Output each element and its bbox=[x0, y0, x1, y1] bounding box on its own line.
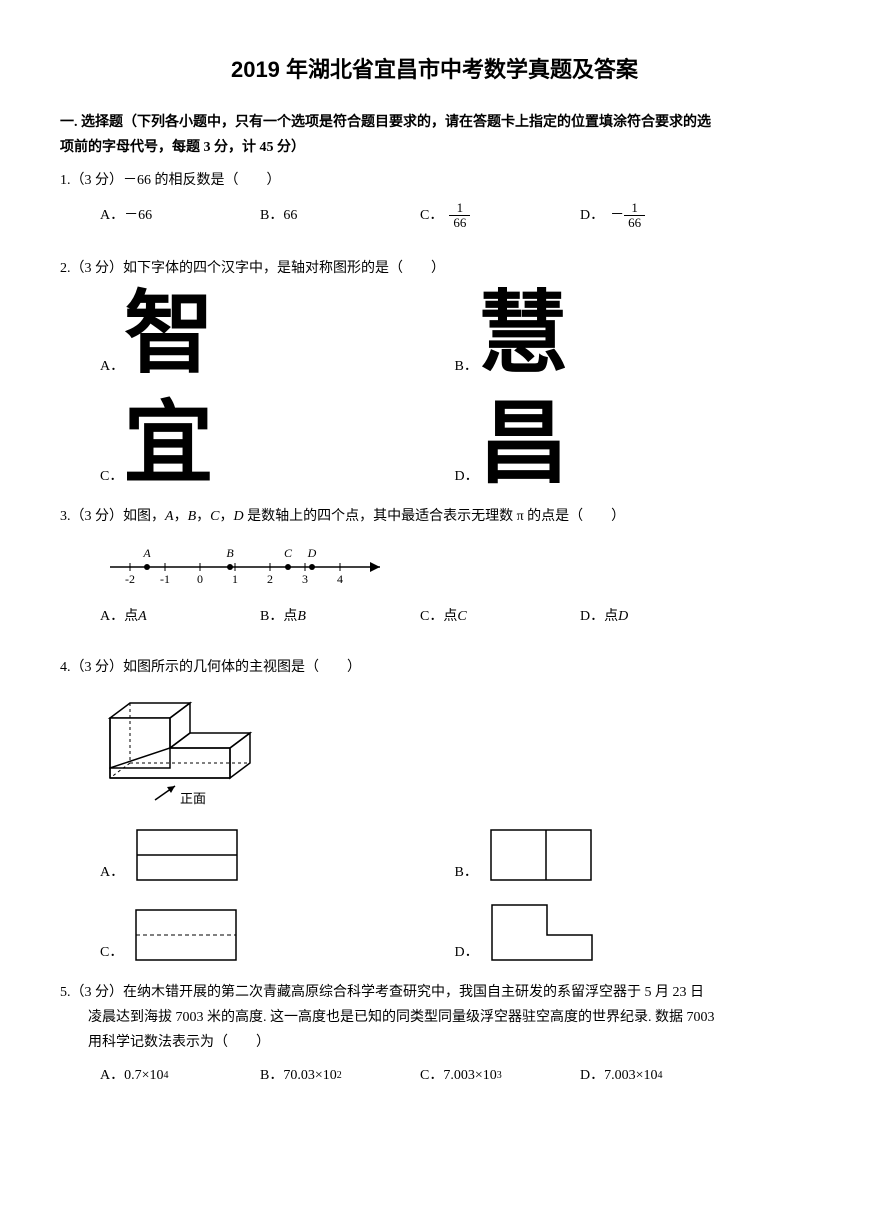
q5-d-exp: 4 bbox=[658, 1067, 663, 1085]
svg-text:B: B bbox=[226, 546, 234, 560]
q4-text: 4.（3 分）如图所示的几何体的主视图是（ ） bbox=[60, 655, 809, 680]
q5-d: D．7.003×10 bbox=[580, 1063, 658, 1088]
q3-c-letter: C bbox=[457, 604, 466, 629]
q2-options: A． 智 B． 慧 C． 宜 D． 昌 bbox=[60, 289, 809, 489]
q5-a-exp: 4 bbox=[164, 1067, 169, 1085]
q5-line1: 5.（3 分）在纳木错开展的第二次青藏高原综合科学考查研究中，我国自主研发的系留… bbox=[60, 985, 704, 1000]
q3-option-c: C．点 C bbox=[420, 604, 580, 629]
q4-solid: 正面 bbox=[60, 688, 809, 817]
q1-d-num: 1 bbox=[627, 201, 642, 215]
q5-b: B．70.03×10 bbox=[260, 1063, 337, 1088]
q3-d-text: D．点 bbox=[580, 604, 618, 629]
q2-option-c: C． 宜 bbox=[100, 399, 455, 489]
q3-d-letter: D bbox=[618, 604, 628, 629]
q1-c-den: 66 bbox=[449, 215, 470, 230]
q1-d-den: 66 bbox=[624, 215, 645, 230]
q3-number-line: -2 -1 0 1 2 3 4 A B C bbox=[60, 537, 809, 596]
q3-option-a: A．点 A bbox=[100, 604, 260, 629]
section-intro: 一. 选择题（下列各小题中，只有一个选项是符合题目要求的，请在答题卡上指定的位置… bbox=[60, 110, 809, 160]
q5-a: A．0.7×10 bbox=[100, 1063, 164, 1088]
q1-option-a: A．－66 bbox=[100, 201, 260, 231]
svg-text:-1: -1 bbox=[160, 572, 170, 586]
svg-text:3: 3 bbox=[302, 572, 308, 586]
q2-option-b: B． 慧 bbox=[455, 289, 810, 379]
question-3: 3.（3 分）如图，A，B，C，D 是数轴上的四个点，其中最适合表示无理数 π … bbox=[60, 504, 809, 640]
q5-line2: 凌晨达到海拔 7003 米的高度. 这一高度也是已知的同类型同量级浮空器驻空高度… bbox=[60, 1010, 715, 1025]
q3-a-text: A．点 bbox=[100, 604, 138, 629]
question-4: 4.（3 分）如图所示的几何体的主视图是（ ） bbox=[60, 655, 809, 965]
q5-option-b: B．70.03×102 bbox=[260, 1063, 420, 1088]
q4-d-shape bbox=[487, 900, 597, 965]
section-intro-line1: 一. 选择题（下列各小题中，只有一个选项是符合题目要求的，请在答题卡上指定的位置… bbox=[60, 115, 711, 130]
svg-text:D: D bbox=[307, 546, 317, 560]
q1-b-label: B．66 bbox=[260, 203, 297, 228]
svg-text:1: 1 bbox=[232, 572, 238, 586]
svg-text:2: 2 bbox=[267, 572, 273, 586]
q2-d-char: 昌 bbox=[479, 399, 569, 489]
q1-options: A．－66 B．66 C． 1 66 D． － 1 66 bbox=[60, 201, 809, 241]
q1-d-label: D． bbox=[580, 203, 604, 228]
section-intro-line2: 项前的字母代号，每题 3 分，计 45 分） bbox=[60, 140, 305, 155]
q1-a-label: A．－66 bbox=[100, 203, 152, 228]
q3-b-text: B．点 bbox=[260, 604, 297, 629]
question-5: 5.（3 分）在纳木错开展的第二次青藏高原综合科学考查研究中，我国自主研发的系留… bbox=[60, 980, 809, 1099]
q4-option-c: C． bbox=[100, 900, 455, 965]
q1-d-neg: － bbox=[610, 203, 624, 228]
q2-option-a: A． 智 bbox=[100, 289, 455, 379]
q3-a-letter: A bbox=[138, 604, 147, 629]
q2-b-char: 慧 bbox=[478, 289, 568, 379]
svg-text:正面: 正面 bbox=[180, 791, 206, 806]
q3-text: 3.（3 分）如图，A，B，C，D 是数轴上的四个点，其中最适合表示无理数 π … bbox=[60, 504, 809, 529]
q4-b-shape bbox=[486, 825, 596, 885]
q3-option-d: D．点 D bbox=[580, 604, 740, 629]
svg-text:4: 4 bbox=[337, 572, 343, 586]
svg-text:C: C bbox=[284, 546, 293, 560]
q4-option-a: A． bbox=[100, 825, 455, 885]
q1-d-neg-fraction: － 1 66 bbox=[610, 201, 645, 231]
q1-option-d: D． － 1 66 bbox=[580, 201, 740, 231]
q5-option-a: A．0.7×104 bbox=[100, 1063, 260, 1088]
q4-b-label: B． bbox=[455, 860, 478, 885]
q1-c-fraction: 1 66 bbox=[449, 201, 470, 231]
q2-d-label: D． bbox=[455, 464, 479, 489]
q4-option-b: B． bbox=[455, 825, 810, 885]
q2-a-char: 智 bbox=[124, 289, 214, 379]
q4-c-shape bbox=[131, 905, 241, 965]
q5-option-d: D．7.003×104 bbox=[580, 1063, 740, 1088]
q3-option-b: B．点 B bbox=[260, 604, 420, 629]
q1-option-b: B．66 bbox=[260, 201, 420, 231]
q5-c-exp: 3 bbox=[497, 1067, 502, 1085]
svg-text:0: 0 bbox=[197, 572, 203, 586]
q3-options: A．点 A B．点 B C．点 C D．点 D bbox=[60, 604, 809, 639]
q2-b-label: B． bbox=[455, 354, 478, 379]
q4-a-label: A． bbox=[100, 860, 124, 885]
q2-c-label: C． bbox=[100, 464, 123, 489]
q2-a-label: A． bbox=[100, 354, 124, 379]
q5-options: A．0.7×104 B．70.03×102 C．7.003×103 D．7.00… bbox=[60, 1063, 809, 1098]
q5-option-c: C．7.003×103 bbox=[420, 1063, 580, 1088]
q4-a-shape bbox=[132, 825, 242, 885]
svg-text:A: A bbox=[142, 546, 151, 560]
q4-options: A． B． C． D． bbox=[60, 825, 809, 965]
q1-option-c: C． 1 66 bbox=[420, 201, 580, 231]
q1-c-num: 1 bbox=[453, 201, 468, 215]
q4-c-label: C． bbox=[100, 940, 123, 965]
q5-b-exp: 2 bbox=[337, 1067, 342, 1085]
q2-text: 2.（3 分）如下字体的四个汉字中，是轴对称图形的是（ ） bbox=[60, 256, 809, 281]
q5-line3: 用科学记数法表示为（ ） bbox=[60, 1035, 270, 1050]
q4-option-d: D． bbox=[455, 900, 810, 965]
question-1: 1.（3 分）－66 的相反数是（ ） A．－66 B．66 C． 1 66 D… bbox=[60, 168, 809, 241]
q1-c-label: C． bbox=[420, 203, 443, 228]
q5-text: 5.（3 分）在纳木错开展的第二次青藏高原综合科学考查研究中，我国自主研发的系留… bbox=[60, 980, 809, 1056]
q3-b-letter: B bbox=[297, 604, 306, 629]
q2-option-d: D． 昌 bbox=[455, 399, 810, 489]
svg-text:-2: -2 bbox=[125, 572, 135, 586]
document-title: 2019 年湖北省宜昌市中考数学真题及答案 bbox=[60, 50, 809, 90]
q5-c: C．7.003×10 bbox=[420, 1063, 497, 1088]
q2-c-char: 宜 bbox=[123, 399, 213, 489]
q3-c-text: C．点 bbox=[420, 604, 457, 629]
q4-d-label: D． bbox=[455, 940, 479, 965]
question-2: 2.（3 分）如下字体的四个汉字中，是轴对称图形的是（ ） A． 智 B． 慧 … bbox=[60, 256, 809, 489]
q1-text: 1.（3 分）－66 的相反数是（ ） bbox=[60, 168, 809, 193]
